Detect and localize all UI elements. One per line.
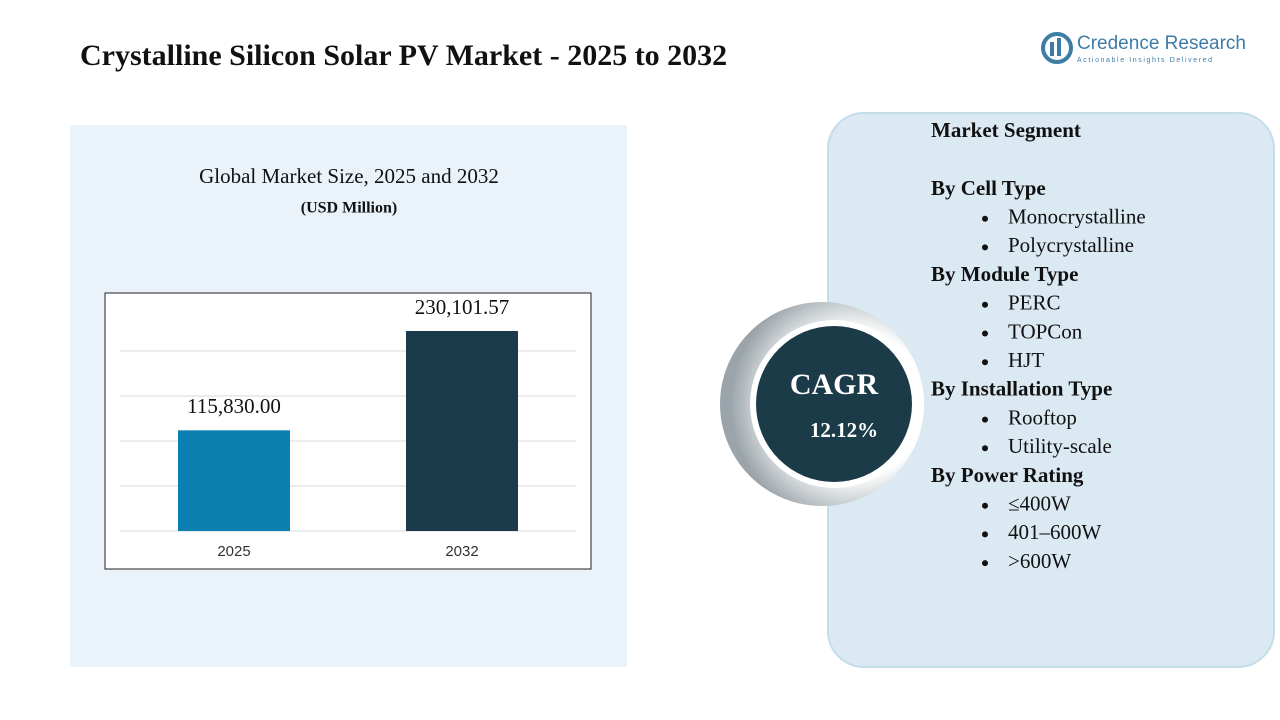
segment-title: Market Segment [931, 118, 1081, 142]
bullet [982, 560, 988, 567]
segment-list: Market Segment By Cell Type Monocrystalli… [931, 118, 1146, 573]
bullet [982, 215, 988, 222]
segment-item: >600W [1008, 549, 1071, 573]
bullet [982, 359, 988, 366]
logo-name: Credence Research [1077, 33, 1246, 54]
chart-title: Global Market Size, 2025 and 2032 [199, 164, 499, 188]
bullet [982, 330, 988, 337]
segment-group: By Power Rating [931, 463, 1084, 487]
cagr-label: CAGR [790, 368, 879, 401]
page-title: Crystalline Silicon Solar PV Market - 20… [80, 39, 727, 72]
segment-item: 401–600W [1008, 520, 1102, 544]
x-tick-label: 2032 [445, 543, 478, 560]
bullet [982, 301, 988, 308]
segment-item: HJT [1008, 348, 1044, 372]
segment-group: By Installation Type [931, 377, 1112, 401]
cagr-value: 12.12% [810, 418, 878, 442]
segment-group: By Module Type [931, 262, 1078, 286]
bullet [982, 445, 988, 452]
bullet [982, 244, 988, 251]
bar [406, 330, 518, 531]
logo-icon-bar [1057, 38, 1061, 56]
segment-item: TOPCon [1008, 319, 1083, 343]
chart-frame [104, 292, 592, 570]
logo-icon [1041, 32, 1073, 64]
segment-item: Monocrystalline [1008, 205, 1146, 229]
chart-subtitle: (USD Million) [301, 200, 397, 217]
value-label: 115,830.00 [187, 394, 281, 418]
segment-group: By Cell Type [931, 176, 1046, 200]
cagr-circle [756, 326, 912, 482]
logo: Credence Research Actionable Insights De… [1041, 32, 1246, 64]
value-label: 230,101.57 [415, 295, 510, 319]
bar [178, 430, 290, 531]
segment-item: ≤400W [1008, 492, 1071, 516]
segment-item: PERC [1008, 291, 1061, 315]
logo-icon-bar [1050, 42, 1054, 56]
bars: 2025 115,830.00 2032 230,101.57 [178, 295, 518, 560]
logo-tagline: Actionable Insights Delivered [1077, 57, 1214, 64]
bullet [982, 502, 988, 509]
segment-item: Utility-scale [1008, 434, 1112, 458]
x-tick-label: 2025 [217, 543, 250, 560]
bullet [982, 531, 988, 538]
segment-item: Polycrystalline [1008, 233, 1134, 257]
bullet [982, 416, 988, 423]
segment-item: Rooftop [1008, 405, 1077, 429]
